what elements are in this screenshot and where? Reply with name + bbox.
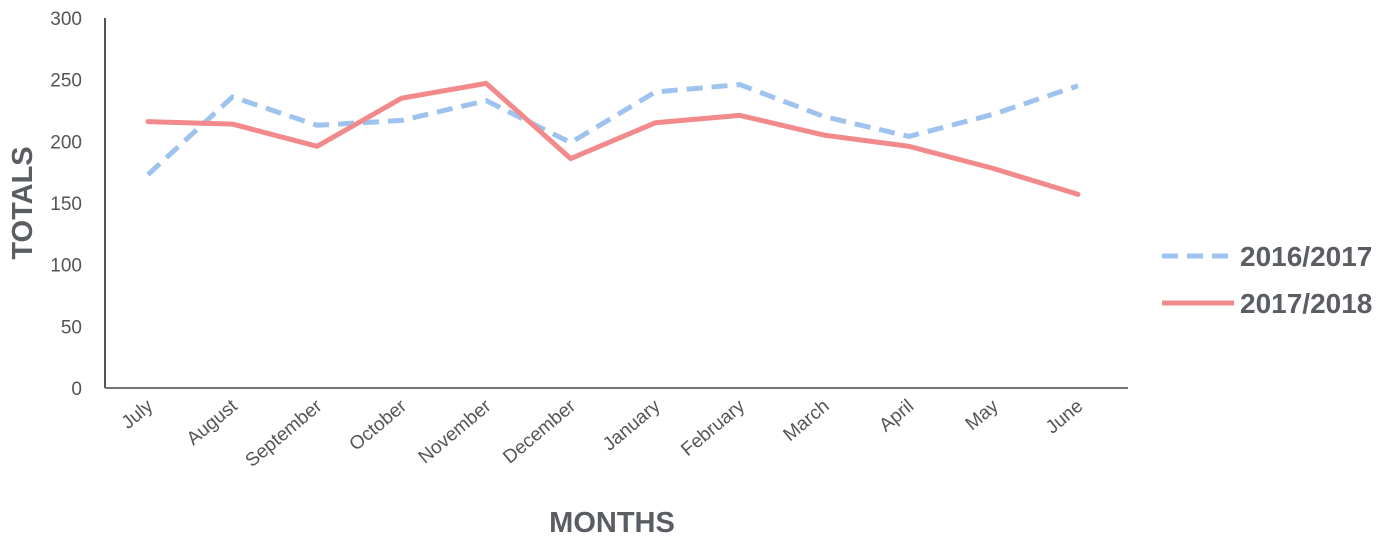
legend: 2016/2017 2017/2018 bbox=[1162, 241, 1372, 319]
series-lines bbox=[145, 80, 1081, 197]
y-tick-label: 250 bbox=[50, 71, 82, 92]
y-tick-label: 300 bbox=[50, 9, 82, 30]
x-tick-label: December bbox=[499, 395, 580, 468]
x-axis-title: MONTHS bbox=[549, 507, 675, 539]
x-tick-label: January bbox=[599, 395, 665, 455]
y-tick-label: 50 bbox=[61, 317, 82, 338]
y-tick-label: 200 bbox=[50, 132, 82, 153]
x-tick-labels: July August September October November Decemb… bbox=[118, 395, 1087, 471]
y-axis-title: TOTALS bbox=[7, 146, 39, 259]
legend-label: 2016/2017 bbox=[1240, 241, 1372, 272]
x-tick-label: April bbox=[876, 396, 919, 437]
x-tick-label: August bbox=[183, 395, 242, 450]
series-line-1 bbox=[146, 82, 1079, 177]
x-tick-label: May bbox=[962, 395, 1003, 434]
x-tick-label: September bbox=[242, 395, 327, 471]
x-tick-label: October bbox=[346, 395, 412, 455]
y-tick-labels: 0 50 100 150 200 250 300 bbox=[50, 9, 82, 400]
x-tick-label: March bbox=[780, 396, 834, 446]
x-tick-label: February bbox=[677, 395, 749, 460]
y-tick-label: 100 bbox=[50, 256, 82, 277]
x-tick-label: November bbox=[415, 395, 496, 468]
y-tick-label: 150 bbox=[50, 194, 82, 215]
series-line-2 bbox=[145, 80, 1081, 197]
x-tick-label: June bbox=[1042, 396, 1087, 439]
y-tick-label: 0 bbox=[71, 379, 82, 400]
legend-label: 2017/2018 bbox=[1240, 288, 1372, 319]
x-tick-label: July bbox=[118, 395, 158, 433]
